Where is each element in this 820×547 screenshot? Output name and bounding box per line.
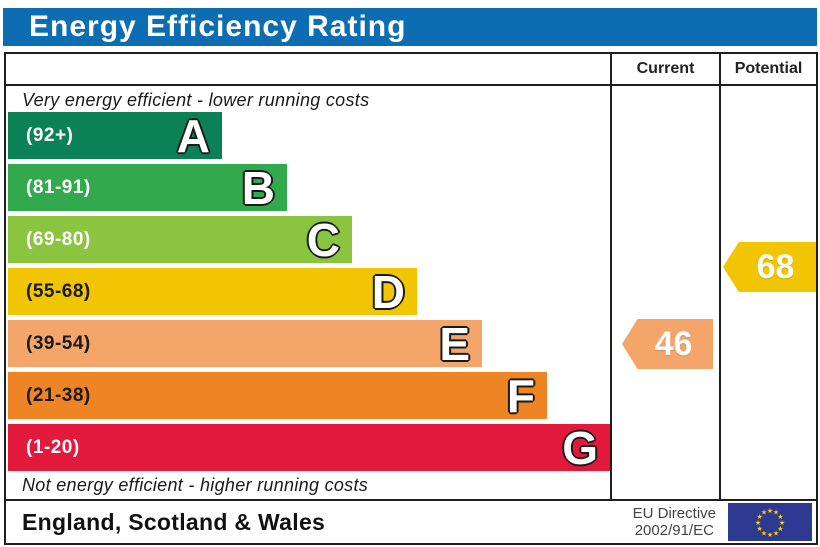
band-range-label: (39-54) bbox=[26, 332, 91, 354]
potential-rating-value: 68 bbox=[756, 247, 795, 286]
band-row-b: (81-91) B bbox=[8, 161, 287, 215]
band-letter: A bbox=[176, 109, 211, 163]
svg-text:★: ★ bbox=[767, 507, 773, 515]
eu-directive-label: EU Directive 2002/91/EC bbox=[633, 505, 716, 539]
band-letter: C bbox=[306, 213, 341, 267]
band-letter: E bbox=[438, 317, 471, 371]
band-range-label: (69-80) bbox=[26, 228, 91, 250]
title-bar: Energy Efficiency Rating bbox=[3, 8, 817, 46]
bottom-note: Not energy efficient - higher running co… bbox=[22, 475, 369, 495]
svg-text:★: ★ bbox=[755, 519, 761, 527]
band-row-e: (39-54) E bbox=[8, 317, 482, 371]
band-row-d: (55-68) D bbox=[8, 265, 417, 319]
svg-text:★: ★ bbox=[779, 519, 785, 527]
svg-text:★: ★ bbox=[761, 509, 767, 517]
band-letter: D bbox=[371, 265, 406, 319]
band-range-label: (21-38) bbox=[26, 384, 91, 406]
eu-directive-line2: 2002/91/EC bbox=[634, 522, 714, 539]
page-title: Energy Efficiency Rating bbox=[29, 10, 407, 43]
band-letter: B bbox=[241, 161, 276, 215]
svg-text:★: ★ bbox=[777, 513, 783, 521]
band-row-c: (69-80) C bbox=[8, 213, 352, 267]
svg-text:★: ★ bbox=[773, 509, 779, 517]
svg-text:★: ★ bbox=[756, 513, 762, 521]
column-divider-potential bbox=[719, 54, 721, 499]
band-letter: F bbox=[506, 369, 536, 423]
eu-directive-line1: EU Directive bbox=[632, 505, 716, 522]
band-range-label: (1-20) bbox=[26, 436, 80, 458]
eu-flag-icon: ★ ★ ★ ★ ★ ★ ★ ★ ★ ★ ★ ★ bbox=[728, 503, 812, 541]
top-note: Very energy efficient - lower running co… bbox=[22, 90, 370, 110]
potential-rating-arrow: 68 bbox=[723, 242, 816, 292]
svg-text:★: ★ bbox=[773, 529, 779, 537]
eu-flag-field bbox=[728, 503, 812, 541]
column-divider-current bbox=[610, 54, 612, 499]
band-range-label: (81-91) bbox=[26, 176, 91, 198]
footer-bar: England, Scotland & Wales EU Directive 2… bbox=[6, 499, 816, 543]
svg-text:★: ★ bbox=[756, 525, 762, 533]
svg-text:★: ★ bbox=[761, 529, 767, 537]
current-rating-arrow: 46 bbox=[622, 319, 713, 369]
band-letter: G bbox=[561, 421, 599, 475]
svg-text:★: ★ bbox=[767, 531, 773, 539]
potential-column-header: Potential bbox=[734, 60, 803, 77]
region-label: England, Scotland & Wales bbox=[22, 508, 326, 535]
band-row-f: (21-38) F bbox=[8, 369, 547, 423]
band-range-label: (55-68) bbox=[26, 280, 91, 302]
current-column-header: Current bbox=[636, 60, 695, 77]
band-row-g: (1-20) G bbox=[8, 421, 610, 475]
current-rating-value: 46 bbox=[654, 324, 693, 363]
rating-table: Current Potential Very energy efficient … bbox=[4, 52, 818, 545]
band-row-a: (92+) A bbox=[8, 109, 222, 163]
svg-text:★: ★ bbox=[777, 525, 783, 533]
table-header-row bbox=[6, 54, 816, 86]
band-range-label: (92+) bbox=[26, 124, 74, 146]
